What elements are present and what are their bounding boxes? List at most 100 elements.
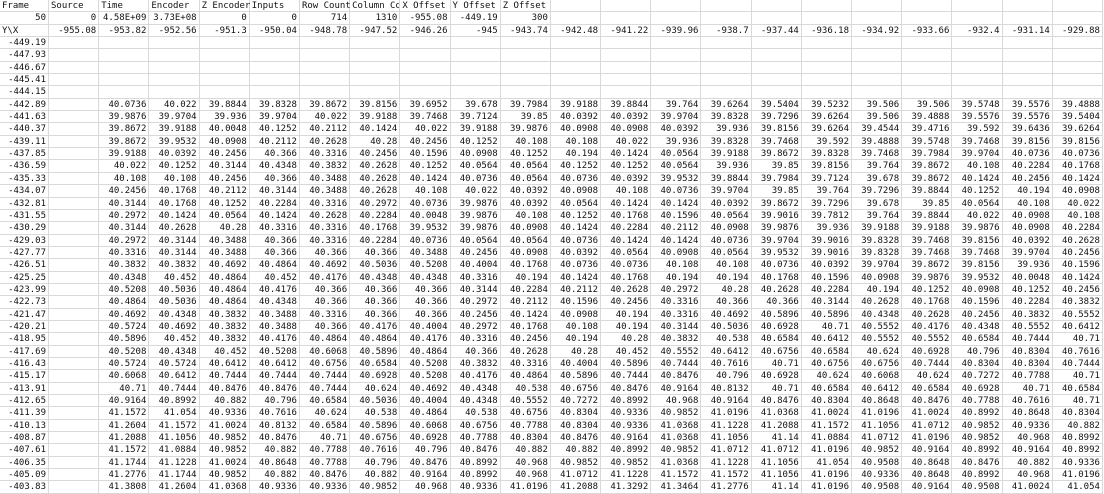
data-cell[interactable]: 40.1424	[601, 234, 652, 247]
data-cell[interactable]: 40.7444	[1002, 333, 1053, 346]
data-cell[interactable]: 39.7468	[400, 111, 451, 124]
data-cell[interactable]: 40.28	[601, 333, 652, 346]
data-cell[interactable]: 40.2972	[450, 296, 501, 309]
data-cell[interactable]	[852, 49, 903, 62]
data-cell[interactable]: 40.6584	[902, 382, 953, 395]
data-cell[interactable]: 40.28	[701, 283, 752, 297]
data-cell[interactable]	[450, 61, 501, 75]
data-cell[interactable]: 40.4348	[852, 308, 903, 321]
data-cell[interactable]	[1052, 49, 1103, 62]
data-cell[interactable]: 39.7984	[751, 172, 802, 186]
data-cell[interactable]: 40.0564	[701, 209, 752, 223]
data-cell[interactable]	[701, 49, 752, 62]
data-cell[interactable]	[500, 61, 551, 75]
data-cell[interactable]: 39.6264	[801, 123, 852, 136]
x-coordinate-cell[interactable]: -946.26	[400, 24, 451, 38]
data-cell[interactable]: 40.3488	[400, 246, 451, 260]
data-cell[interactable]: 39.9532	[400, 222, 451, 235]
data-cell[interactable]: 39.506	[852, 111, 903, 124]
data-cell[interactable]: 39.8328	[701, 135, 752, 149]
data-cell[interactable]: 41.2088	[751, 419, 802, 433]
data-cell[interactable]: 40.0908	[550, 185, 602, 198]
data-cell[interactable]	[1002, 37, 1053, 50]
data-cell[interactable]	[49, 135, 100, 149]
data-cell[interactable]: 40.796	[400, 444, 451, 457]
data-cell[interactable]: 41.2776	[99, 469, 150, 482]
data-cell[interactable]: 39.9876	[450, 222, 501, 235]
data-cell[interactable]: 40.2284	[601, 222, 652, 235]
data-cell[interactable]: 40.4348	[149, 345, 200, 358]
header-value-cell[interactable]	[550, 12, 602, 25]
data-cell[interactable]: 40.6412	[249, 357, 300, 371]
data-cell[interactable]: 40.8304	[1052, 407, 1103, 420]
y-coordinate-cell[interactable]: -422.73	[0, 296, 49, 309]
y-coordinate-cell[interactable]: -407.61	[0, 444, 49, 457]
data-cell[interactable]: 40.1424	[400, 172, 451, 186]
data-cell[interactable]: 40.0736	[651, 185, 702, 198]
data-cell[interactable]: 40.4176	[902, 320, 953, 334]
data-cell[interactable]: 40.1424	[249, 209, 300, 223]
data-cell[interactable]	[400, 86, 451, 99]
data-cell[interactable]: 39.7812	[801, 209, 852, 223]
data-cell[interactable]: 40.0908	[601, 123, 652, 136]
data-cell[interactable]: 40.3488	[199, 234, 250, 247]
header-value-cell[interactable]	[701, 12, 752, 25]
header-label-cell[interactable]: Encoder	[149, 0, 200, 13]
y-coordinate-cell[interactable]: -423.99	[0, 283, 49, 297]
y-coordinate-cell[interactable]: -427.77	[0, 246, 49, 260]
data-cell[interactable]: 40.8476	[601, 382, 652, 395]
data-cell[interactable]: 40.1252	[249, 123, 300, 136]
data-cell[interactable]: 40.8476	[299, 469, 351, 482]
data-cell[interactable]	[49, 61, 100, 75]
data-cell[interactable]: 40.108	[500, 209, 551, 223]
data-cell[interactable]	[49, 111, 100, 124]
y-coordinate-cell[interactable]: -412.65	[0, 395, 49, 408]
data-cell[interactable]	[801, 49, 852, 62]
data-cell[interactable]: 40.3832	[99, 259, 150, 272]
data-cell[interactable]: 39.8844	[701, 172, 752, 186]
data-cell[interactable]: 39.85	[751, 160, 802, 173]
data-cell[interactable]: 40.2456	[99, 185, 150, 198]
data-cell[interactable]: 39.4544	[852, 123, 903, 136]
data-cell[interactable]: 40.8304	[550, 419, 602, 433]
data-cell[interactable]: 40.7788	[450, 432, 501, 445]
data-cell[interactable]: 40.4864	[99, 296, 150, 309]
header-label-cell[interactable]	[1002, 0, 1053, 13]
data-cell[interactable]: 39.8844	[902, 185, 953, 198]
data-cell[interactable]: 40.3832	[199, 308, 250, 321]
data-cell[interactable]: 40.3144	[450, 283, 501, 297]
data-cell[interactable]: 40.5552	[651, 345, 702, 358]
data-cell[interactable]: 40.2628	[350, 185, 401, 198]
data-cell[interactable]: 40.8476	[651, 370, 702, 383]
data-cell[interactable]	[199, 86, 250, 99]
data-cell[interactable]	[199, 49, 250, 62]
data-cell[interactable]: 40.3488	[249, 320, 300, 334]
data-cell[interactable]	[49, 98, 100, 112]
data-cell[interactable]: 40.4864	[199, 296, 250, 309]
data-cell[interactable]	[49, 456, 100, 470]
data-cell[interactable]: 40.3832	[199, 320, 250, 334]
data-cell[interactable]: 40.7444	[149, 382, 200, 395]
data-cell[interactable]: 40.5896	[350, 419, 401, 433]
data-cell[interactable]: 40.1252	[550, 160, 602, 173]
data-cell[interactable]: 40.4692	[199, 259, 250, 272]
data-cell[interactable]	[751, 86, 802, 99]
data-cell[interactable]: 40.1252	[400, 160, 451, 173]
data-cell[interactable]: 40.5036	[149, 296, 200, 309]
data-cell[interactable]	[350, 74, 401, 87]
data-cell[interactable]: 39.9188	[852, 222, 903, 235]
data-cell[interactable]: 39.8156	[952, 234, 1003, 247]
data-cell[interactable]: 39.9704	[952, 148, 1003, 161]
data-cell[interactable]: 40.796	[249, 395, 300, 408]
data-cell[interactable]: 39.9532	[952, 271, 1003, 284]
y-coordinate-cell[interactable]: -406.35	[0, 456, 49, 470]
data-cell[interactable]: 40.9164	[902, 444, 953, 457]
data-cell[interactable]: 40.8132	[249, 419, 300, 433]
data-cell[interactable]: 39.6952	[400, 98, 451, 112]
data-cell[interactable]: 40.2456	[1052, 283, 1103, 297]
data-cell[interactable]: 40.28	[550, 345, 602, 358]
data-cell[interactable]: 40.5036	[350, 259, 401, 272]
data-cell[interactable]: 40.366	[400, 308, 451, 321]
y-coordinate-cell[interactable]: -437.85	[0, 148, 49, 161]
data-cell[interactable]: 39.8328	[701, 111, 752, 124]
